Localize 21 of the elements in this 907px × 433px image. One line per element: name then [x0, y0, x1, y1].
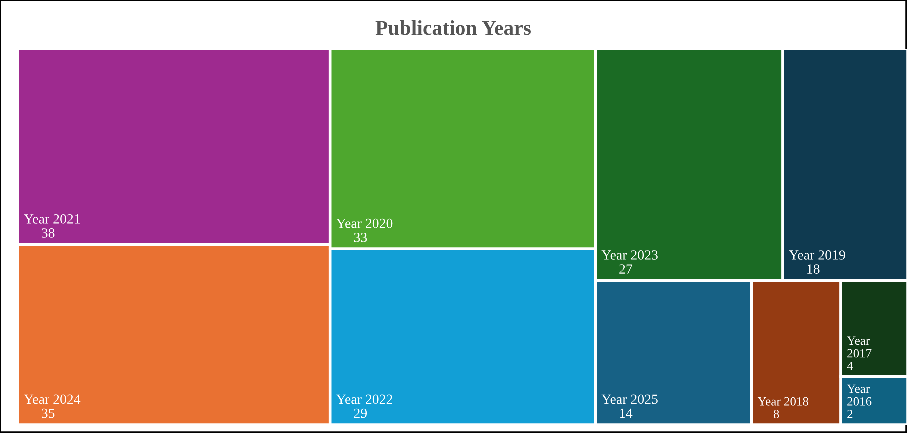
data-label: 8 [774, 410, 780, 418]
data-label: 29 [354, 408, 368, 418]
data-label: 38 [42, 228, 55, 238]
category-label: Year 2025 [602, 394, 658, 404]
category-label: Year 2019 [789, 250, 846, 260]
data-label: 27 [620, 264, 632, 274]
text: Publication Years [376, 20, 532, 36]
category-label: Year 2023 [602, 250, 658, 260]
category-label: Year 2022 [336, 394, 392, 404]
data-label: 18 [808, 264, 820, 274]
category-label: Year 2024 [24, 394, 81, 404]
data-label: 2 [848, 410, 853, 418]
category-label: Year 2017 [847, 336, 872, 358]
category-label: Year 2021 [24, 214, 80, 224]
data-label: 33 [354, 232, 368, 242]
category-label: Year 2020 [336, 218, 393, 228]
data-label: 4 [847, 362, 854, 370]
data-label: 35 [42, 408, 55, 418]
category-label: Year 2018 [758, 397, 809, 406]
data-label: 14 [620, 408, 633, 418]
category-label: Year 2016 [847, 384, 872, 406]
